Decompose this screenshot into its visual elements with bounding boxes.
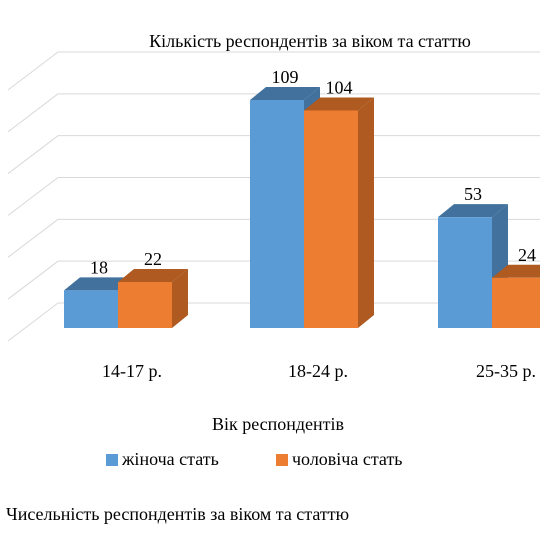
gridline-slant xyxy=(7,260,59,300)
data-label: 24 xyxy=(518,245,536,265)
chart-title: Кількість респондентів за віком та статт… xyxy=(149,31,471,51)
legend-swatch-female xyxy=(106,454,118,466)
legend-swatch-male xyxy=(276,454,288,466)
category-label: 18-24 р. xyxy=(288,361,348,381)
gridline-slant xyxy=(7,177,59,216)
bars xyxy=(64,87,540,328)
gridline-slant xyxy=(7,218,59,258)
data-label: 104 xyxy=(326,77,353,97)
bar-male-1 xyxy=(304,97,374,328)
gridline-slant xyxy=(7,93,59,133)
bar-male-2 xyxy=(492,264,540,328)
data-label: 22 xyxy=(144,249,162,269)
figure-caption: Чисельність респондентів за віком та ста… xyxy=(6,504,349,524)
data-label: 18 xyxy=(90,257,108,277)
legend-label-female: жіноча стать xyxy=(121,449,219,469)
legend: жіноча стать чоловіча стать xyxy=(106,449,403,469)
data-label: 109 xyxy=(272,67,299,87)
legend-label-male: чоловіча стать xyxy=(292,449,403,469)
gridline-slant xyxy=(7,51,59,91)
category-label: 14-17 р. xyxy=(102,361,162,381)
x-axis-label: Вік респондентів xyxy=(212,414,344,434)
data-labels: 18 22 109 104 53 24 xyxy=(90,67,536,277)
bar-male-0 xyxy=(118,268,188,328)
category-label: 25-35 р. xyxy=(476,361,536,381)
data-label: 53 xyxy=(464,184,482,204)
gridline-slant xyxy=(7,135,59,175)
gridline-slant xyxy=(7,302,59,342)
category-labels: 14-17 р. 18-24 р. 25-35 р. xyxy=(102,361,536,381)
